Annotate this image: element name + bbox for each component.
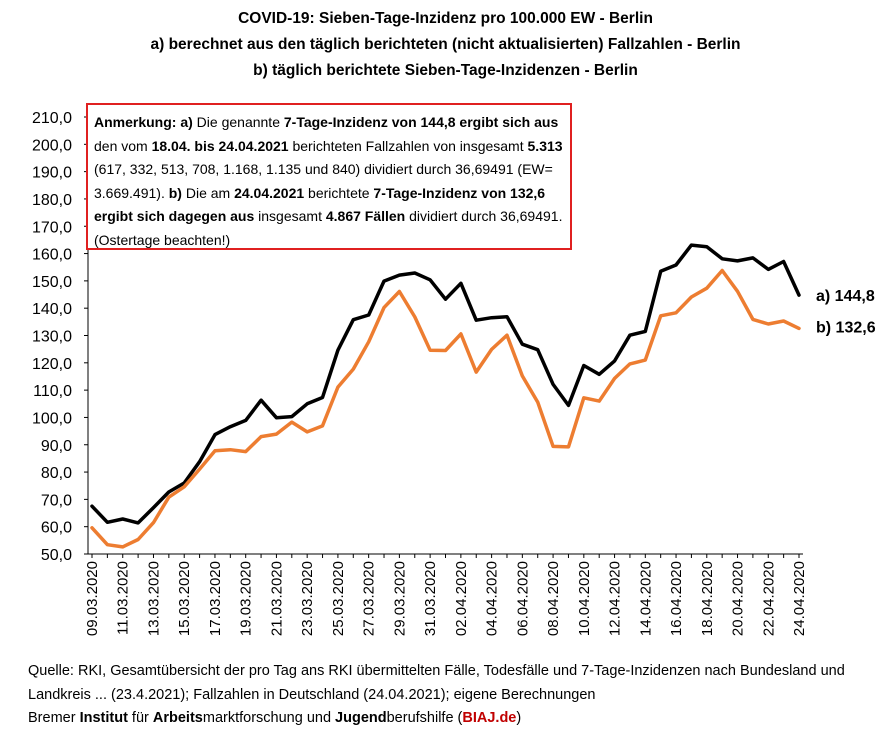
x-tick-label: 10.04.2020: [576, 561, 593, 636]
y-tick-label: 160,0: [32, 247, 72, 264]
note-part-5: 18.04. bis 24.04.2021: [151, 137, 289, 154]
annotation-box: Anmerkung: a) Die genannte 7-Tage-Inzide…: [86, 103, 572, 250]
footer-text-a: Bremer: [28, 710, 80, 726]
note-part-1: Anmerkung: a): [94, 114, 193, 130]
y-tick-label: 50,0: [41, 547, 72, 564]
x-tick-label: 25.03.2020: [330, 561, 347, 636]
x-tick-label: 17.03.2020: [207, 561, 224, 636]
x-tick-label: 20.04.2020: [730, 561, 747, 636]
note-part-14: insgesamt: [254, 208, 326, 224]
x-tick-label: 06.04.2020: [514, 561, 531, 636]
note-part-12: berichtete: [304, 184, 374, 201]
note-part-9: b): [168, 184, 182, 201]
source-line-1: Quelle: RKI, Gesamtübersicht der pro Tag…: [28, 663, 845, 679]
footer-text-e: marktforschung und: [202, 710, 336, 726]
note-part-4: den vom: [94, 137, 152, 154]
y-tick-label: 150,0: [32, 274, 72, 291]
note-part-10: Die am: [181, 184, 235, 201]
footer-text-c: für: [127, 710, 153, 726]
y-tick-label: 100,0: [32, 410, 72, 427]
x-tick-label: 21.03.2020: [268, 561, 285, 636]
x-tick-label: 13.03.2020: [145, 561, 162, 636]
x-tick-label: 08.04.2020: [545, 561, 562, 636]
x-tick-label: 22.04.2020: [760, 561, 777, 636]
chart-subtitle-b: b) täglich berichtete Sieben-Tage-Inzide…: [253, 62, 638, 79]
chart-title: COVID-19: Sieben-Tage-Inzidenz pro 100.0…: [238, 10, 653, 27]
y-tick-label: 140,0: [32, 301, 72, 318]
series-b-line: [90, 268, 801, 549]
x-tick-label: 16.04.2020: [668, 561, 685, 636]
line-chart: 50,0 60,0 70,0 80,0 90,0 100,0 110,0 120,0 130,0…: [32, 110, 876, 636]
footer-text-b: Institut: [79, 710, 128, 726]
chart-title-block: COVID-19: Sieben-Tage-Inzidenz pro 100.0…: [0, 6, 891, 84]
note-part-6: berichteten Fallzahlen von insgesamt: [288, 137, 528, 154]
y-tick-label: 80,0: [41, 465, 72, 482]
y-tick-label: 190,0: [32, 165, 72, 182]
chart-subtitle-a: a) berechnet aus den täglich berichteten…: [150, 36, 741, 53]
y-tick-label: 130,0: [32, 329, 72, 346]
x-tick-label: 14.04.2020: [637, 561, 654, 636]
y-tick-label: 70,0: [41, 492, 72, 509]
y-tick-label: 170,0: [32, 219, 72, 236]
y-tick-label: 180,0: [32, 192, 72, 209]
x-tick-label: 23.03.2020: [299, 561, 316, 636]
y-tick-label: 60,0: [41, 520, 72, 537]
note-part-16: dividiert durch 36,69491. (Ostertage bea…: [94, 208, 563, 248]
note-part-11: 24.04.2021: [234, 184, 305, 201]
y-tick-label: 90,0: [41, 438, 72, 455]
x-tick-label: 09.03.2020: [84, 561, 101, 636]
x-tick-label: 18.04.2020: [699, 561, 716, 636]
y-tick-label: 210,0: [32, 110, 72, 127]
note-part-7: 5.313: [527, 137, 563, 154]
note-part-8: (617, 332, 513, 708, 1.168, 1.135 und 84…: [94, 161, 553, 201]
note-part-3: 7-Tage-Inzidenz von 144,8 ergibt sich au…: [283, 114, 559, 130]
biaj-link[interactable]: BIAJ.de: [462, 710, 517, 726]
footer-text-d: Arbeits: [152, 710, 203, 726]
note-part-13: 7-Tage-Inzidenz von 132,6 ergibt sich da…: [94, 184, 546, 225]
x-tick-label: 31.03.2020: [422, 561, 439, 636]
series-b-end-label: b) 132,6: [816, 319, 876, 336]
series-a-end-label: a) 144,8: [816, 288, 875, 305]
series-a-line: [90, 243, 801, 525]
y-tick-label: 120,0: [32, 356, 72, 373]
source-line-2: Landkreis ... (23.4.2021); Fallzahlen in…: [28, 686, 596, 703]
y-tick-label: 110,0: [33, 383, 72, 400]
note-part-15: 4.867 Fällen: [325, 208, 406, 224]
x-tick-label: 15.03.2020: [176, 561, 193, 636]
x-tick-label: 19.03.2020: [238, 561, 255, 636]
x-tick-label: 11.03.2020: [115, 561, 132, 635]
x-tick-label: 12.04.2020: [607, 561, 624, 636]
footer-text-i: ): [516, 710, 522, 726]
source-line-3: Bremer Institut für Arbeitsmarktforschun…: [28, 707, 888, 731]
footer-text-f: Jugend: [335, 710, 387, 726]
x-tick-label: 02.04.2020: [453, 561, 470, 636]
x-tick-label: 27.03.2020: [361, 561, 378, 636]
x-tick-label: 04.04.2020: [484, 561, 501, 636]
footer-text-g: berufshilfe (: [386, 710, 463, 726]
x-tick-label: 24.04.2020: [791, 561, 808, 636]
source-footer: Quelle: RKI, Gesamtübersicht der pro Tag…: [28, 660, 888, 731]
note-part-2: Die genannte: [192, 114, 284, 130]
y-tick-label: 200,0: [32, 137, 72, 154]
x-tick-label: 29.03.2020: [391, 561, 408, 636]
